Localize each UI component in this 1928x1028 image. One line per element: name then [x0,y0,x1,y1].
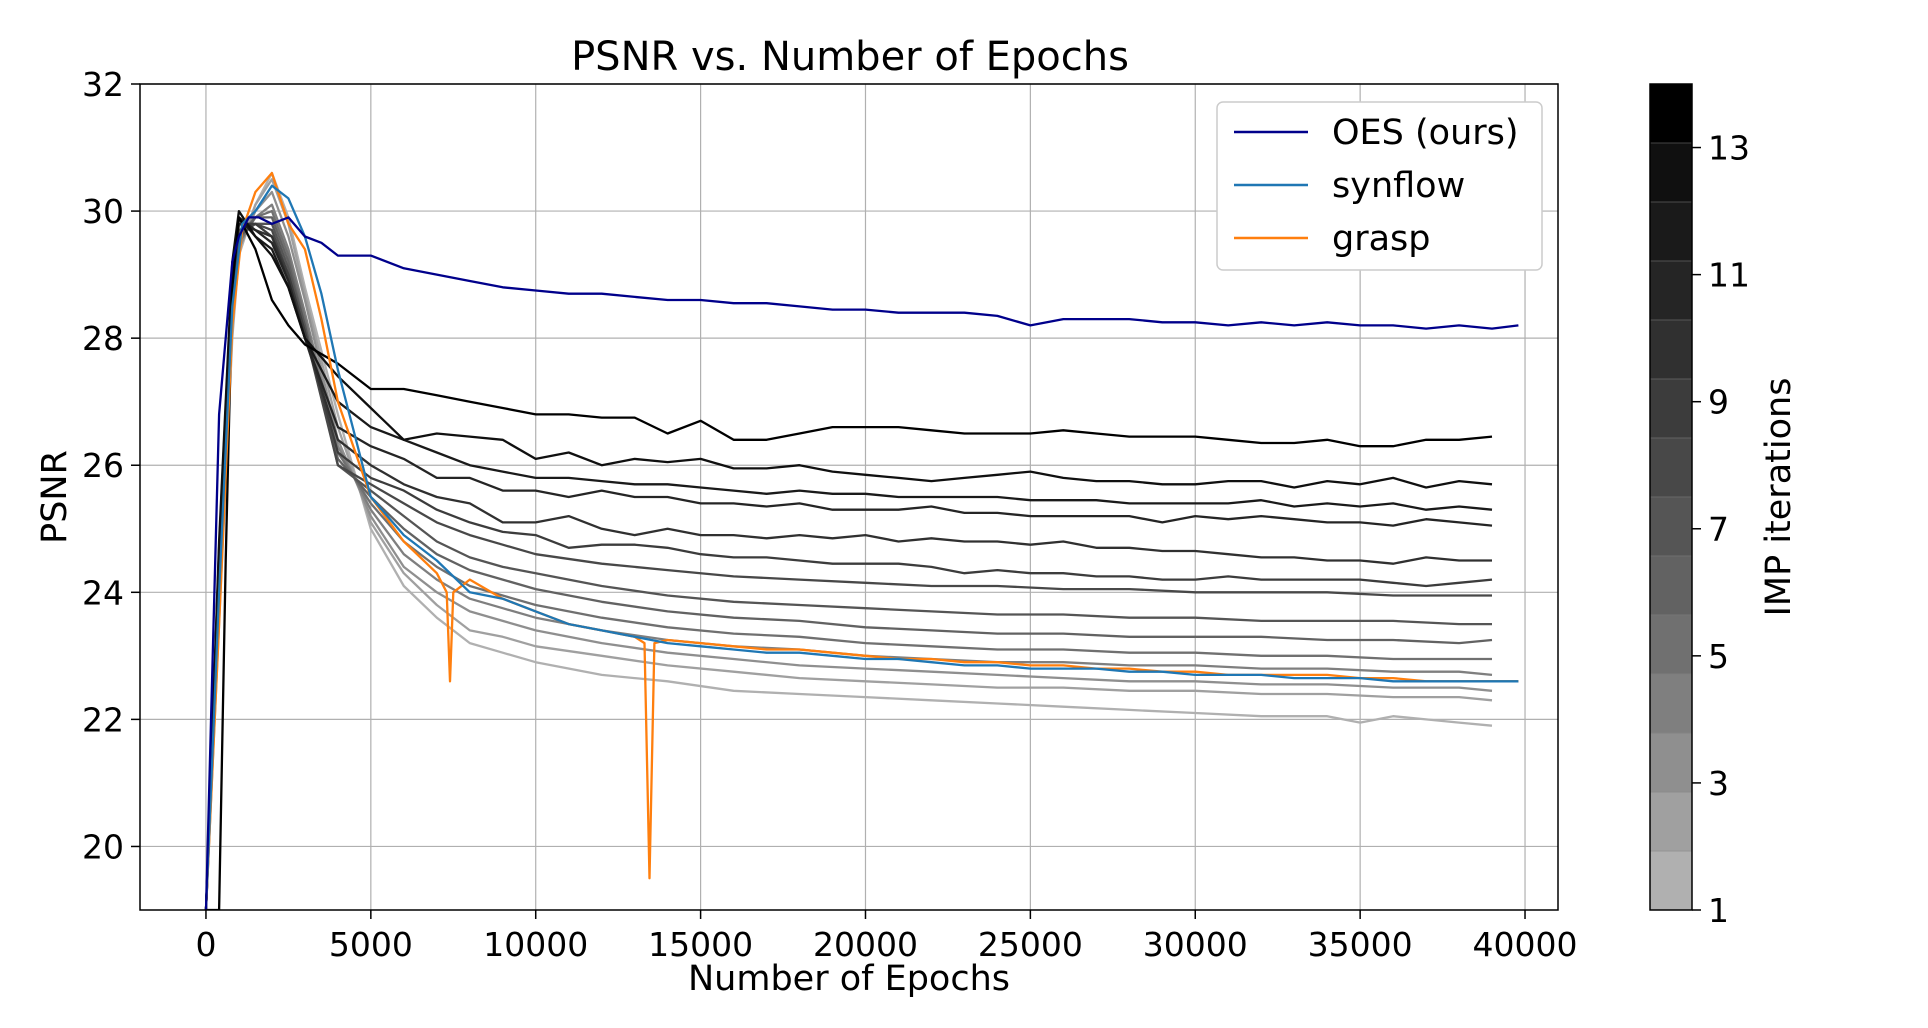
colorbar-cell [1650,615,1692,675]
chart-title: PSNR vs. Number of Epochs [571,34,1129,80]
legend-label-synflow: synflow [1332,166,1465,206]
legend-label-oes: OES (ours) [1332,113,1519,153]
colorbar-cell [1650,851,1692,911]
series-line-imp-14 [206,216,1493,910]
x-tick-label: 20000 [813,925,918,964]
series-line-oes-ours [204,216,1519,910]
series-line-imp-8 [204,222,1492,910]
colorbar-cell [1650,84,1692,144]
legend: OES (ours) synflow grasp [1216,101,1543,271]
series-line-synflow [204,184,1519,910]
y-tick-label: 28 [82,319,124,358]
colorbar-cell [1650,792,1692,852]
series-line-imp-5 [204,209,1492,910]
plot-frame [139,83,1559,911]
x-tick-label: 40000 [1473,925,1578,964]
y-tick-label: 20 [82,827,124,866]
series-line-imp-13 [204,209,1493,910]
legend-label-grasp: grasp [1332,219,1431,259]
x-axis-ticks: 0 5000 10000 15000 20000 25000 30000 35000 40000 [195,910,1578,964]
colorbar-cells [1650,84,1692,911]
colorbar-tick-label: 1 [1708,891,1729,930]
colorbar-cell [1650,202,1692,262]
series-line-imp-11 [204,216,1493,910]
colorbar-cell [1650,379,1692,439]
colorbar-cell [1650,556,1692,616]
series-line-imp-6 [204,216,1493,910]
colorbar-tick-label: 9 [1708,383,1729,422]
grid [140,83,1558,910]
x-tick-label: 0 [195,925,216,964]
x-tick-label: 25000 [978,925,1083,964]
series-line-imp-3 [204,190,1493,910]
colorbar-cell [1650,320,1692,380]
colorbar-frame [1649,83,1693,911]
colorbar-cell [1650,733,1692,793]
colorbar-tick-label: 11 [1708,256,1750,295]
colorbar-cell [1650,438,1692,498]
y-tick-label: 32 [82,65,124,104]
colorbar-cell [1650,497,1692,557]
legend-box [1216,101,1543,271]
series-lines [204,171,1519,910]
colorbar-label: IMP iterations [1759,378,1799,617]
colorbar-tick-label: 3 [1708,764,1729,803]
colorbar-tick-label: 5 [1708,637,1729,676]
x-tick-label: 5000 [329,925,413,964]
y-tick-label: 24 [82,573,124,612]
y-tick-label: 26 [82,446,124,485]
colorbar-cell [1650,261,1692,321]
x-axis-label: Number of Epochs [688,959,1010,999]
series-line-imp-2 [204,178,1493,910]
series-line-imp-7 [204,222,1492,910]
colorbar-tick-label: 13 [1708,129,1750,168]
x-tick-label: 10000 [483,925,588,964]
colorbar-tick-label: 7 [1708,510,1729,549]
x-tick-label: 30000 [1143,925,1248,964]
y-tick-label: 22 [82,700,124,739]
colorbar-cell [1650,143,1692,203]
y-axis-label: PSNR [35,450,75,544]
y-tick-label: 30 [82,192,124,231]
x-tick-label: 35000 [1308,925,1413,964]
y-axis-ticks: 20 22 24 26 28 30 32 [82,65,140,866]
x-tick-label: 15000 [648,925,753,964]
colorbar-cell [1650,674,1692,734]
